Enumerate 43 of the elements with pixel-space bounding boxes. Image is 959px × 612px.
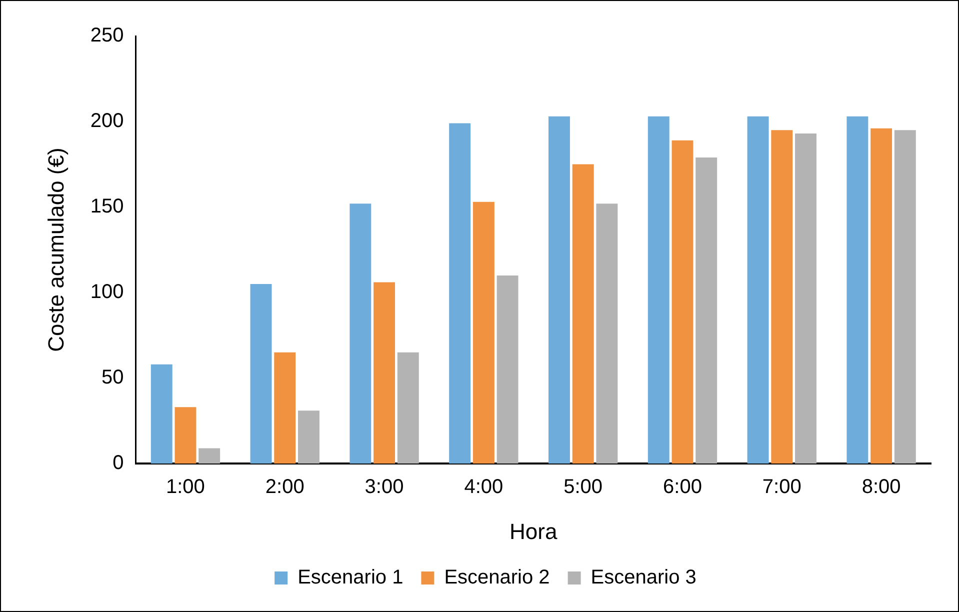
bar <box>374 282 396 464</box>
bar <box>648 116 670 464</box>
y-tick-label: 150 <box>90 196 124 218</box>
bar <box>274 352 296 464</box>
legend-label: Escenario 2 <box>444 566 550 589</box>
bar <box>894 130 916 464</box>
y-tick-label: 50 <box>102 366 124 389</box>
bar <box>596 204 618 464</box>
bar <box>174 407 196 464</box>
y-axis-title: Coste acumulado (€) <box>43 148 68 352</box>
x-tick-label: 2:00 <box>265 476 304 498</box>
bar <box>672 140 694 464</box>
bar <box>846 116 868 464</box>
bar <box>298 410 320 464</box>
legend-label: Escenario 1 <box>298 566 404 589</box>
bar <box>397 352 419 464</box>
x-tick-label: 8:00 <box>862 476 901 498</box>
x-axis-title: Hora <box>510 518 558 544</box>
legend-label: Escenario 3 <box>590 566 696 589</box>
bar <box>572 164 594 464</box>
bar <box>870 128 892 464</box>
x-tick-label: 6:00 <box>663 476 702 498</box>
bar <box>771 130 793 464</box>
x-tick-label: 7:00 <box>762 476 802 498</box>
y-tick-label: 200 <box>90 110 124 132</box>
x-tick-label: 5:00 <box>564 476 603 498</box>
bar <box>449 123 471 464</box>
x-tick-label: 3:00 <box>364 476 404 498</box>
y-tick-label: 100 <box>90 281 124 304</box>
bar <box>548 116 570 464</box>
y-tick-label: 250 <box>90 24 124 47</box>
bar <box>350 204 372 464</box>
bar <box>795 133 816 464</box>
bar <box>496 275 518 464</box>
bar <box>150 364 172 464</box>
bar <box>472 202 494 464</box>
x-tick-label: 1:00 <box>166 476 205 498</box>
bar <box>747 116 769 464</box>
bar <box>198 448 220 464</box>
x-tick-label: 4:00 <box>464 476 504 498</box>
bar <box>696 157 718 464</box>
bar <box>250 284 272 464</box>
y-tick-label: 0 <box>112 452 124 474</box>
